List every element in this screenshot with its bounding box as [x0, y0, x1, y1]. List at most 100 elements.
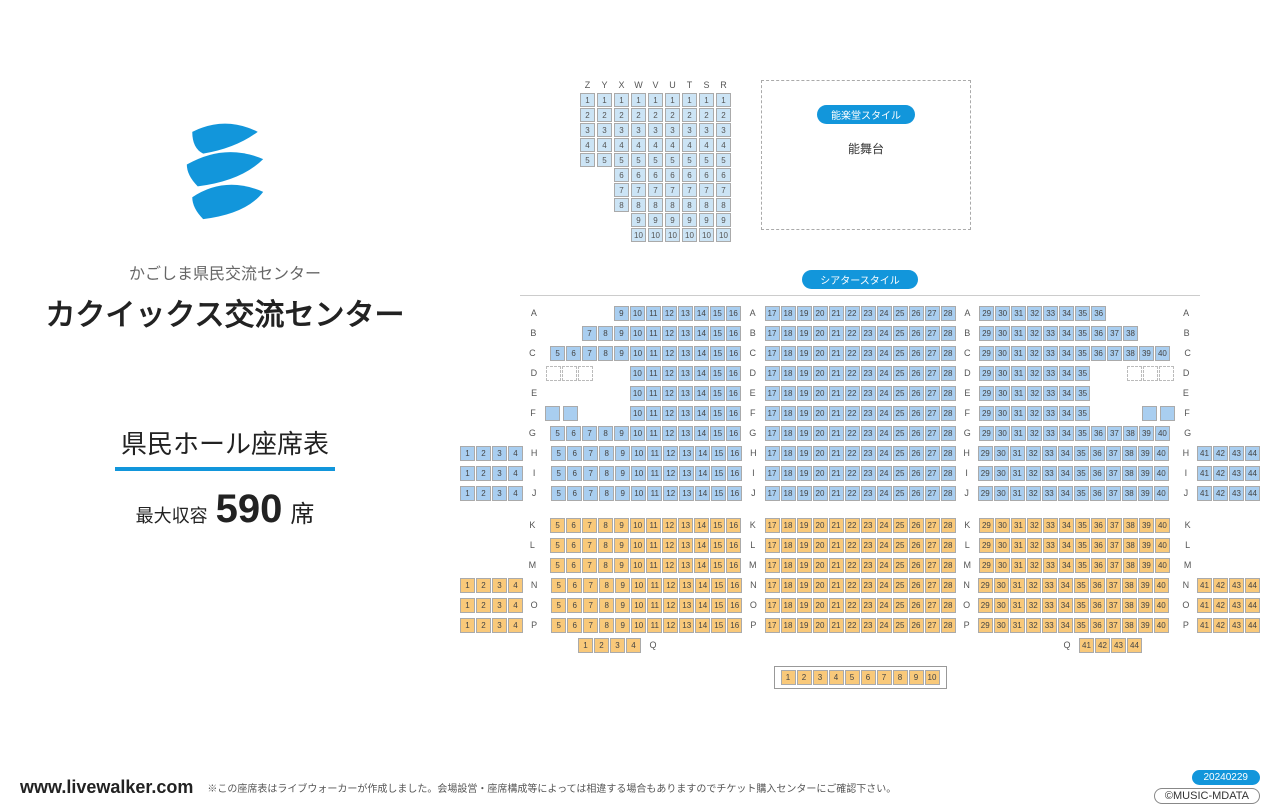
seat: 27 — [925, 538, 940, 553]
seat: 9 — [615, 598, 630, 613]
seat: 44 — [1245, 466, 1260, 481]
seat: 1 — [597, 93, 612, 107]
seat: 26 — [909, 518, 924, 533]
seat: 11 — [646, 558, 661, 573]
seat: 27 — [925, 426, 940, 441]
seat: 11 — [646, 518, 661, 533]
seat: 17 — [765, 486, 780, 501]
seat: 33 — [1042, 618, 1057, 633]
seat: 21 — [829, 486, 844, 501]
seat: 26 — [909, 598, 924, 613]
seat: 15 — [711, 486, 726, 501]
seat: 18 — [781, 486, 796, 501]
seat: 24 — [877, 446, 892, 461]
row-label: L — [527, 540, 538, 550]
seat: 5 — [597, 153, 612, 167]
seat: 14 — [694, 406, 709, 421]
seat: 14 — [695, 598, 710, 613]
seat: 20 — [813, 446, 828, 461]
seat-row: 1234QQ41424344 — [460, 636, 1260, 654]
seat: 21 — [829, 366, 844, 381]
seat: 27 — [925, 578, 940, 593]
seat: 35 — [1074, 578, 1089, 593]
noh-col-header: Z — [580, 80, 595, 92]
seat: 5 — [550, 518, 565, 533]
row-label: F — [1181, 408, 1193, 418]
seat: 26 — [909, 406, 924, 421]
seat: 38 — [1122, 598, 1137, 613]
seat-row: 1234H5678910111213141516H171819202122232… — [460, 444, 1260, 462]
seat: 23 — [861, 446, 876, 461]
seat: 4 — [626, 638, 641, 653]
seat: 3 — [682, 123, 697, 137]
seat: 11 — [646, 346, 661, 361]
seat: 21 — [829, 466, 844, 481]
seat-row: D10111213141516D171819202122232425262728… — [460, 364, 1260, 382]
seat: 22 — [845, 326, 860, 341]
seat: 3 — [614, 123, 629, 137]
seat: 7 — [583, 598, 598, 613]
seat: 10 — [630, 518, 645, 533]
seat: 10 — [682, 228, 697, 242]
seat: 39 — [1138, 446, 1153, 461]
seat-row: 1234O5678910111213141516O171819202122232… — [460, 596, 1260, 614]
noh-seating-grid: Z12345Y12345X12345678W12345678910V123456… — [580, 80, 731, 242]
row-label: K — [1182, 520, 1193, 530]
seat: 27 — [925, 386, 940, 401]
seat: 37 — [1106, 598, 1121, 613]
seat: 8 — [893, 670, 908, 685]
seat: 35 — [1074, 486, 1089, 501]
seat: 18 — [781, 558, 796, 573]
seat: 31 — [1011, 538, 1026, 553]
seat: 9 — [614, 306, 629, 321]
seat: 32 — [1027, 558, 1042, 573]
seat: 32 — [1027, 518, 1042, 533]
seat: 41 — [1197, 486, 1212, 501]
seat: 38 — [1122, 618, 1137, 633]
last-row: 12345678910 — [460, 666, 1260, 689]
seat: 4 — [508, 598, 523, 613]
seat: 11 — [646, 326, 661, 341]
seat — [563, 406, 578, 421]
seat: 3 — [699, 123, 714, 137]
seat: 15 — [710, 426, 725, 441]
seat: 44 — [1245, 618, 1260, 633]
seat: 44 — [1245, 446, 1260, 461]
seat: 19 — [797, 386, 812, 401]
row-label: A — [747, 308, 759, 318]
seat: 5 — [551, 578, 566, 593]
seat: 18 — [781, 618, 796, 633]
row-label: G — [962, 428, 973, 438]
footer-url: www.livewalker.com — [20, 777, 193, 798]
seat: 19 — [797, 538, 812, 553]
seat-row: M5678910111213141516M1718192021222324252… — [460, 556, 1260, 574]
seat: 26 — [909, 466, 924, 481]
seat: 5 — [551, 466, 566, 481]
seat: 37 — [1106, 446, 1121, 461]
seat: 11 — [646, 306, 661, 321]
seat: 19 — [797, 366, 812, 381]
seat: 4 — [508, 618, 523, 633]
seat: 8 — [648, 198, 663, 212]
seat: 38 — [1122, 466, 1137, 481]
seat-row: C5678910111213141516C1718192021222324252… — [460, 344, 1260, 362]
seat: 20 — [813, 558, 828, 573]
seat: 17 — [765, 598, 780, 613]
seat: 19 — [797, 578, 812, 593]
seat: 7 — [631, 183, 646, 197]
stage-bar — [520, 295, 1200, 296]
seat: 18 — [781, 446, 796, 461]
seat: 3 — [492, 466, 507, 481]
seat: 13 — [678, 518, 693, 533]
seat: 39 — [1138, 466, 1153, 481]
seat: 15 — [710, 366, 725, 381]
seat: 10 — [631, 578, 646, 593]
seat: 12 — [662, 518, 677, 533]
seat: 13 — [678, 386, 693, 401]
venue-title: カクイックス交流センター — [45, 290, 404, 334]
seat: 33 — [1042, 598, 1057, 613]
seat: 16 — [726, 386, 741, 401]
row-label: B — [1181, 328, 1193, 338]
seat: 1 — [460, 486, 475, 501]
seat: 9 — [615, 446, 630, 461]
